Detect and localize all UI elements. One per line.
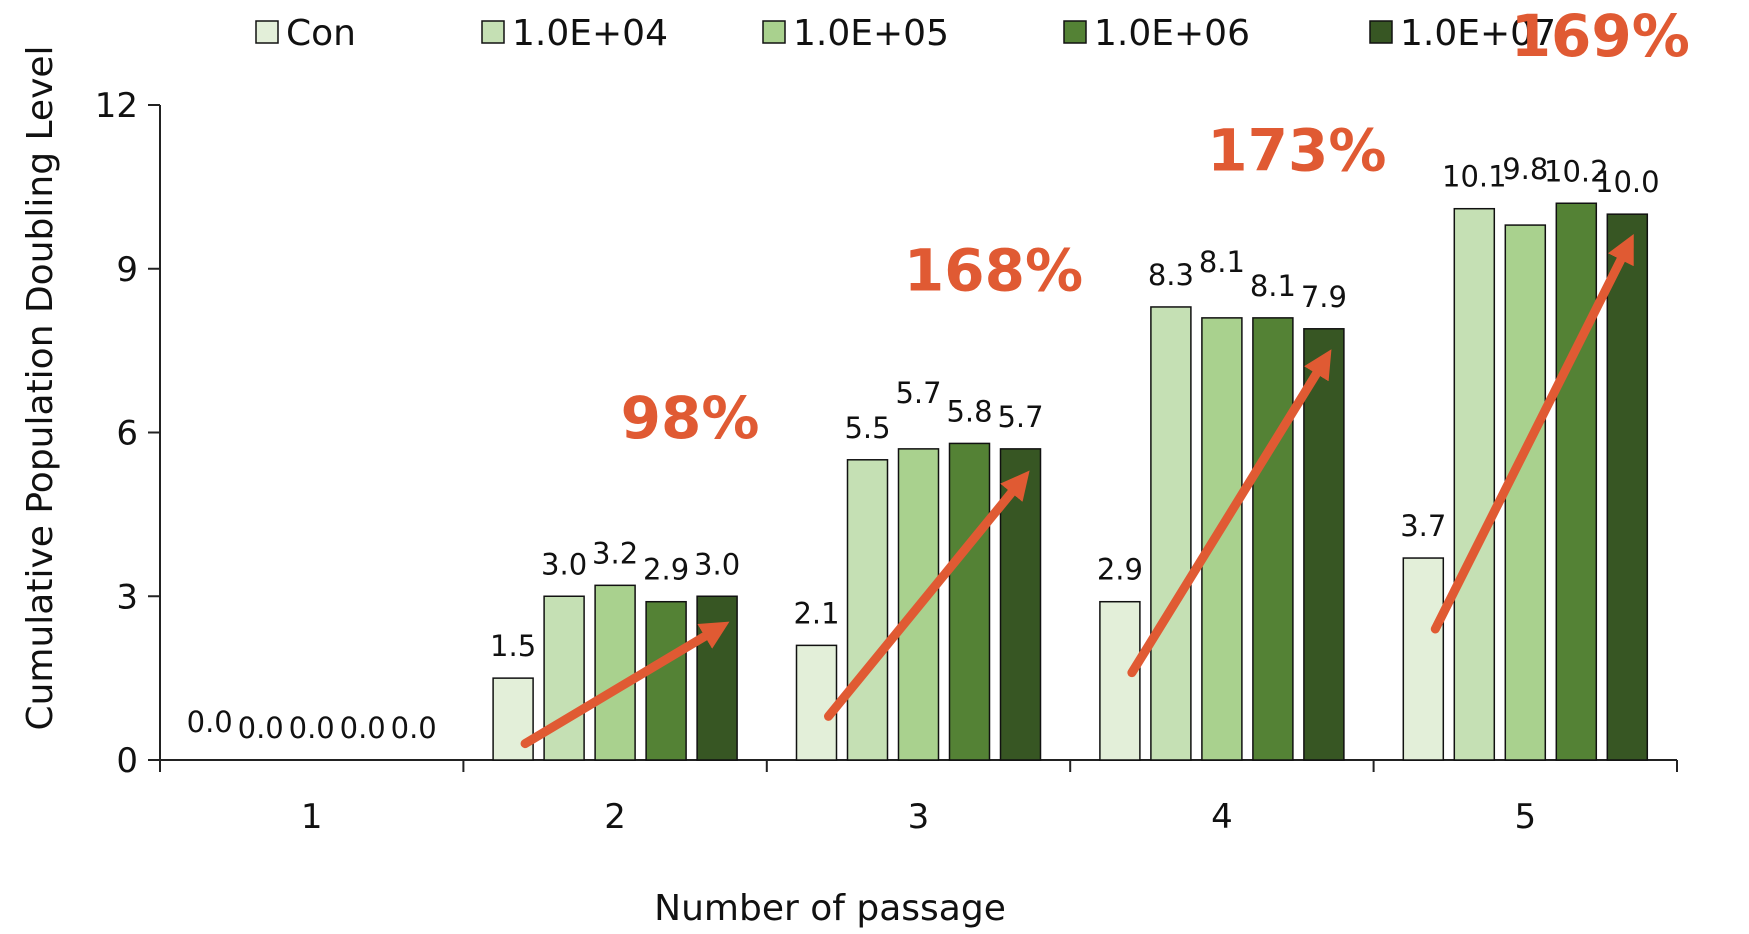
percent-annotation: 173% [1207, 117, 1386, 185]
y-tick-label: 9 [116, 250, 138, 290]
legend-swatch [762, 20, 786, 44]
data-label: 8.1 [1250, 269, 1296, 303]
data-label: 0.0 [187, 705, 233, 739]
bar [1606, 213, 1649, 761]
x-tick-label: 5 [1514, 797, 1536, 837]
growth-arrow [824, 470, 1030, 721]
data-label: 3.2 [592, 536, 638, 570]
data-label: 0.0 [391, 711, 437, 745]
x-tick-label: 2 [604, 797, 626, 837]
x-tick-label: 3 [908, 797, 930, 837]
legend-label: 1.0E+07 [1400, 13, 1556, 54]
y-tick-label: 12 [95, 86, 138, 126]
legend-label: 1.0E+06 [1094, 13, 1250, 54]
bar [1150, 306, 1192, 761]
data-label: 1.5 [490, 629, 536, 663]
data-label: 2.1 [793, 596, 839, 630]
legend-label: 1.0E+04 [512, 13, 668, 54]
annotations: 98% 168% 173% 169% [520, 2, 1690, 749]
data-label: 8.1 [1199, 245, 1245, 279]
data-label: 10.1 [1442, 160, 1507, 194]
bar [645, 600, 687, 761]
y-axis: 0 3 6 9 12 [95, 86, 161, 781]
bar [1252, 317, 1294, 761]
bar [492, 677, 534, 761]
bar [846, 459, 889, 761]
bar [543, 595, 585, 761]
legend-swatch [1369, 20, 1393, 44]
data-label: 0.0 [340, 711, 386, 745]
growth-arrow [520, 621, 730, 749]
legend-swatch [1063, 20, 1087, 44]
data-label: 3.7 [1400, 509, 1446, 543]
data-label: 5.7 [895, 376, 941, 410]
bar [594, 584, 636, 761]
data-label: 5.5 [844, 411, 890, 445]
x-tick-label: 4 [1211, 797, 1233, 837]
bar [1453, 207, 1496, 761]
value-labels: 0.0 1.5 2.1 2.9 3.7 0.0 3.0 5.5 8.3 10.1 0.0 3.2 5.7… [187, 152, 1660, 745]
growth-arrow [1127, 349, 1332, 678]
bar [795, 644, 838, 761]
growth-arrow [1430, 234, 1634, 634]
legend-label: Con [286, 13, 356, 54]
x-axis-title: Number of passage [654, 888, 1006, 929]
legend-label: 1.0E+05 [793, 13, 949, 54]
data-label: 8.3 [1148, 258, 1194, 292]
y-axis-title: Cumulative Population Doubling Level [20, 45, 61, 730]
bar [1099, 600, 1141, 761]
data-label: 7.9 [1301, 280, 1347, 314]
y-tick-label: 6 [116, 414, 138, 454]
data-label: 0.0 [289, 711, 335, 745]
data-label: 0.0 [238, 711, 284, 745]
x-tick-label: 1 [301, 797, 323, 837]
y-tick-label: 3 [116, 577, 138, 617]
data-label: 5.8 [946, 394, 992, 428]
data-label: 5.7 [997, 400, 1043, 434]
bar [1402, 557, 1445, 761]
data-label: 2.9 [1097, 553, 1143, 587]
data-label: 10.0 [1595, 165, 1660, 199]
bar [1504, 224, 1547, 761]
percent-annotation: 168% [904, 237, 1083, 305]
bar [1555, 202, 1598, 761]
percent-annotation: 169% [1511, 2, 1690, 70]
y-tick-label: 0 [116, 741, 138, 781]
bars [492, 202, 1649, 761]
bar [696, 595, 738, 761]
legend-swatch [255, 20, 279, 44]
data-label: 9.8 [1502, 152, 1548, 186]
data-label: 3.0 [541, 547, 587, 581]
bar [1303, 328, 1345, 761]
data-label: 10.2 [1544, 154, 1609, 188]
percent-annotation: 98% [621, 384, 760, 452]
data-label: 3.0 [694, 547, 740, 581]
bar [948, 442, 991, 761]
legend: Con 1.0E+04 1.0E+05 1.0E+06 1.0E+07 [255, 13, 1556, 54]
data-label: 2.9 [643, 553, 689, 587]
bar [1201, 317, 1243, 761]
x-axis: 1 2 3 4 5 [159, 759, 1678, 837]
legend-swatch [481, 20, 505, 44]
